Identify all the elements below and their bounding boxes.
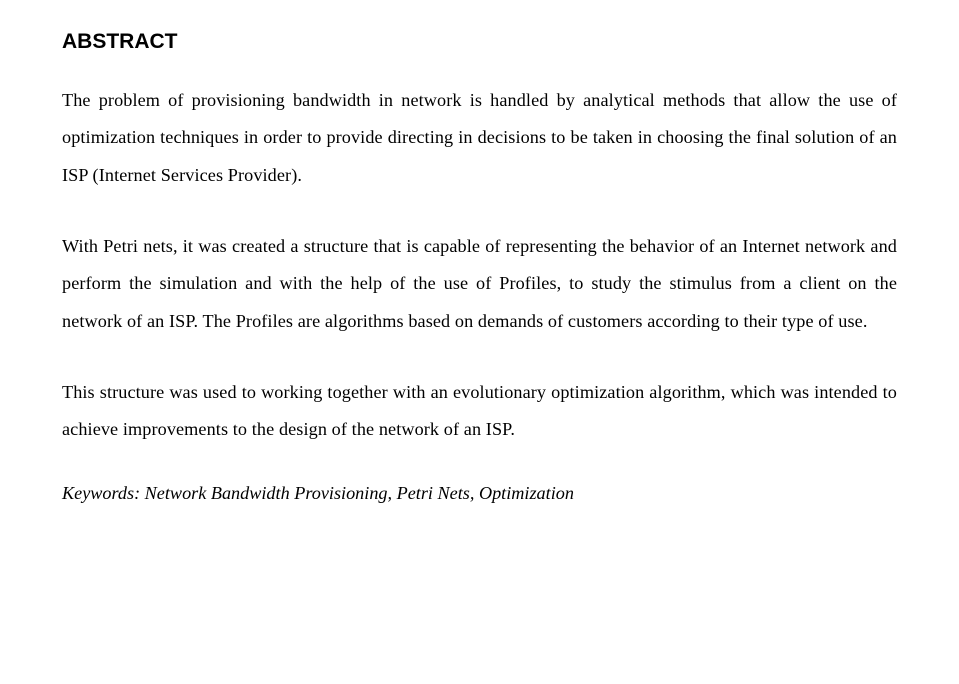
page-title: ABSTRACT xyxy=(62,30,897,54)
abstract-paragraph-3: This structure was used to working toget… xyxy=(62,374,897,449)
keywords-line: Keywords: Network Bandwidth Provisioning… xyxy=(62,483,897,504)
abstract-page: ABSTRACT The problem of provisioning ban… xyxy=(0,0,959,504)
abstract-paragraph-1: The problem of provisioning bandwidth in… xyxy=(62,82,897,194)
abstract-paragraph-2: With Petri nets, it was created a struct… xyxy=(62,228,897,340)
